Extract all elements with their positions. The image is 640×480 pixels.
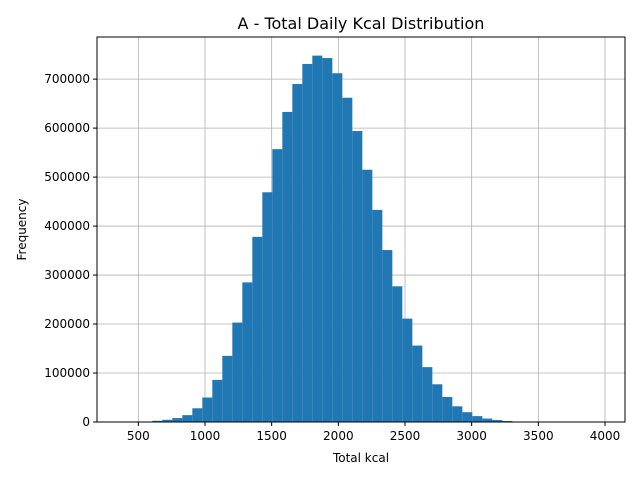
plot-frame	[96, 36, 626, 423]
histogram-bar	[242, 282, 253, 422]
histogram-bar	[322, 58, 333, 422]
histogram-bar	[342, 97, 353, 422]
y-tick-label: 600000	[44, 121, 90, 135]
histogram-bar	[152, 420, 163, 422]
histogram-bar	[282, 111, 293, 422]
bars-layer	[122, 55, 583, 423]
histogram-bar	[332, 73, 343, 422]
histogram-bar	[302, 63, 313, 422]
histogram-bar	[212, 379, 223, 422]
histogram-bar	[312, 55, 323, 423]
histogram-bar	[162, 419, 173, 422]
x-tick-label: 3500	[523, 429, 554, 443]
x-tick-label: 4000	[590, 429, 621, 443]
histogram-bar	[272, 149, 283, 423]
histogram-bar	[392, 286, 403, 422]
histogram-bar	[292, 84, 303, 423]
histogram-bar	[252, 236, 263, 422]
y-tick-label: 700000	[44, 72, 90, 86]
histogram-bar	[222, 355, 233, 422]
x-tick-label: 1000	[190, 429, 221, 443]
x-axis-label: Total kcal	[332, 451, 389, 465]
y-tick-label: 300000	[44, 268, 90, 282]
histogram-bar	[382, 250, 393, 422]
histogram-bar	[172, 418, 183, 422]
histogram-bar	[432, 384, 443, 422]
histogram-bar	[492, 420, 503, 422]
histogram-bar	[462, 412, 473, 422]
histogram-bar	[362, 169, 373, 422]
histogram-bar	[352, 131, 363, 422]
x-tick-label: 3000	[456, 429, 487, 443]
y-axis-label: Frequency	[15, 199, 29, 261]
histogram-bar	[262, 192, 273, 422]
histogram-bar	[482, 418, 493, 422]
x-tick-label: 2500	[390, 429, 421, 443]
histogram-bar	[182, 415, 193, 422]
y-tick-label: 500000	[44, 170, 90, 184]
histogram-bar	[232, 322, 243, 422]
y-tick-label: 400000	[44, 219, 90, 233]
histogram-bar	[452, 406, 463, 422]
y-tick-label: 100000	[44, 366, 90, 380]
histogram-bar	[472, 416, 483, 422]
histogram-bar	[422, 367, 433, 422]
x-tick-label: 1500	[256, 429, 287, 443]
histogram-bar	[402, 318, 413, 422]
x-tick-label: 2000	[323, 429, 354, 443]
histogram-bar	[202, 397, 213, 422]
y-tick-label: 0	[82, 415, 90, 429]
ticks-layer: 500 1000 1500 2000 2500 3000 3500 4000 0 100000 20…	[44, 72, 620, 443]
chart-title: A - Total Daily Kcal Distribution	[238, 14, 485, 33]
x-tick-label: 500	[127, 429, 150, 443]
histogram-bar	[442, 397, 453, 422]
y-tick-label: 200000	[44, 317, 90, 331]
histogram-bar	[372, 209, 383, 422]
histogram-bar	[192, 408, 203, 422]
histogram-bar	[412, 345, 423, 422]
